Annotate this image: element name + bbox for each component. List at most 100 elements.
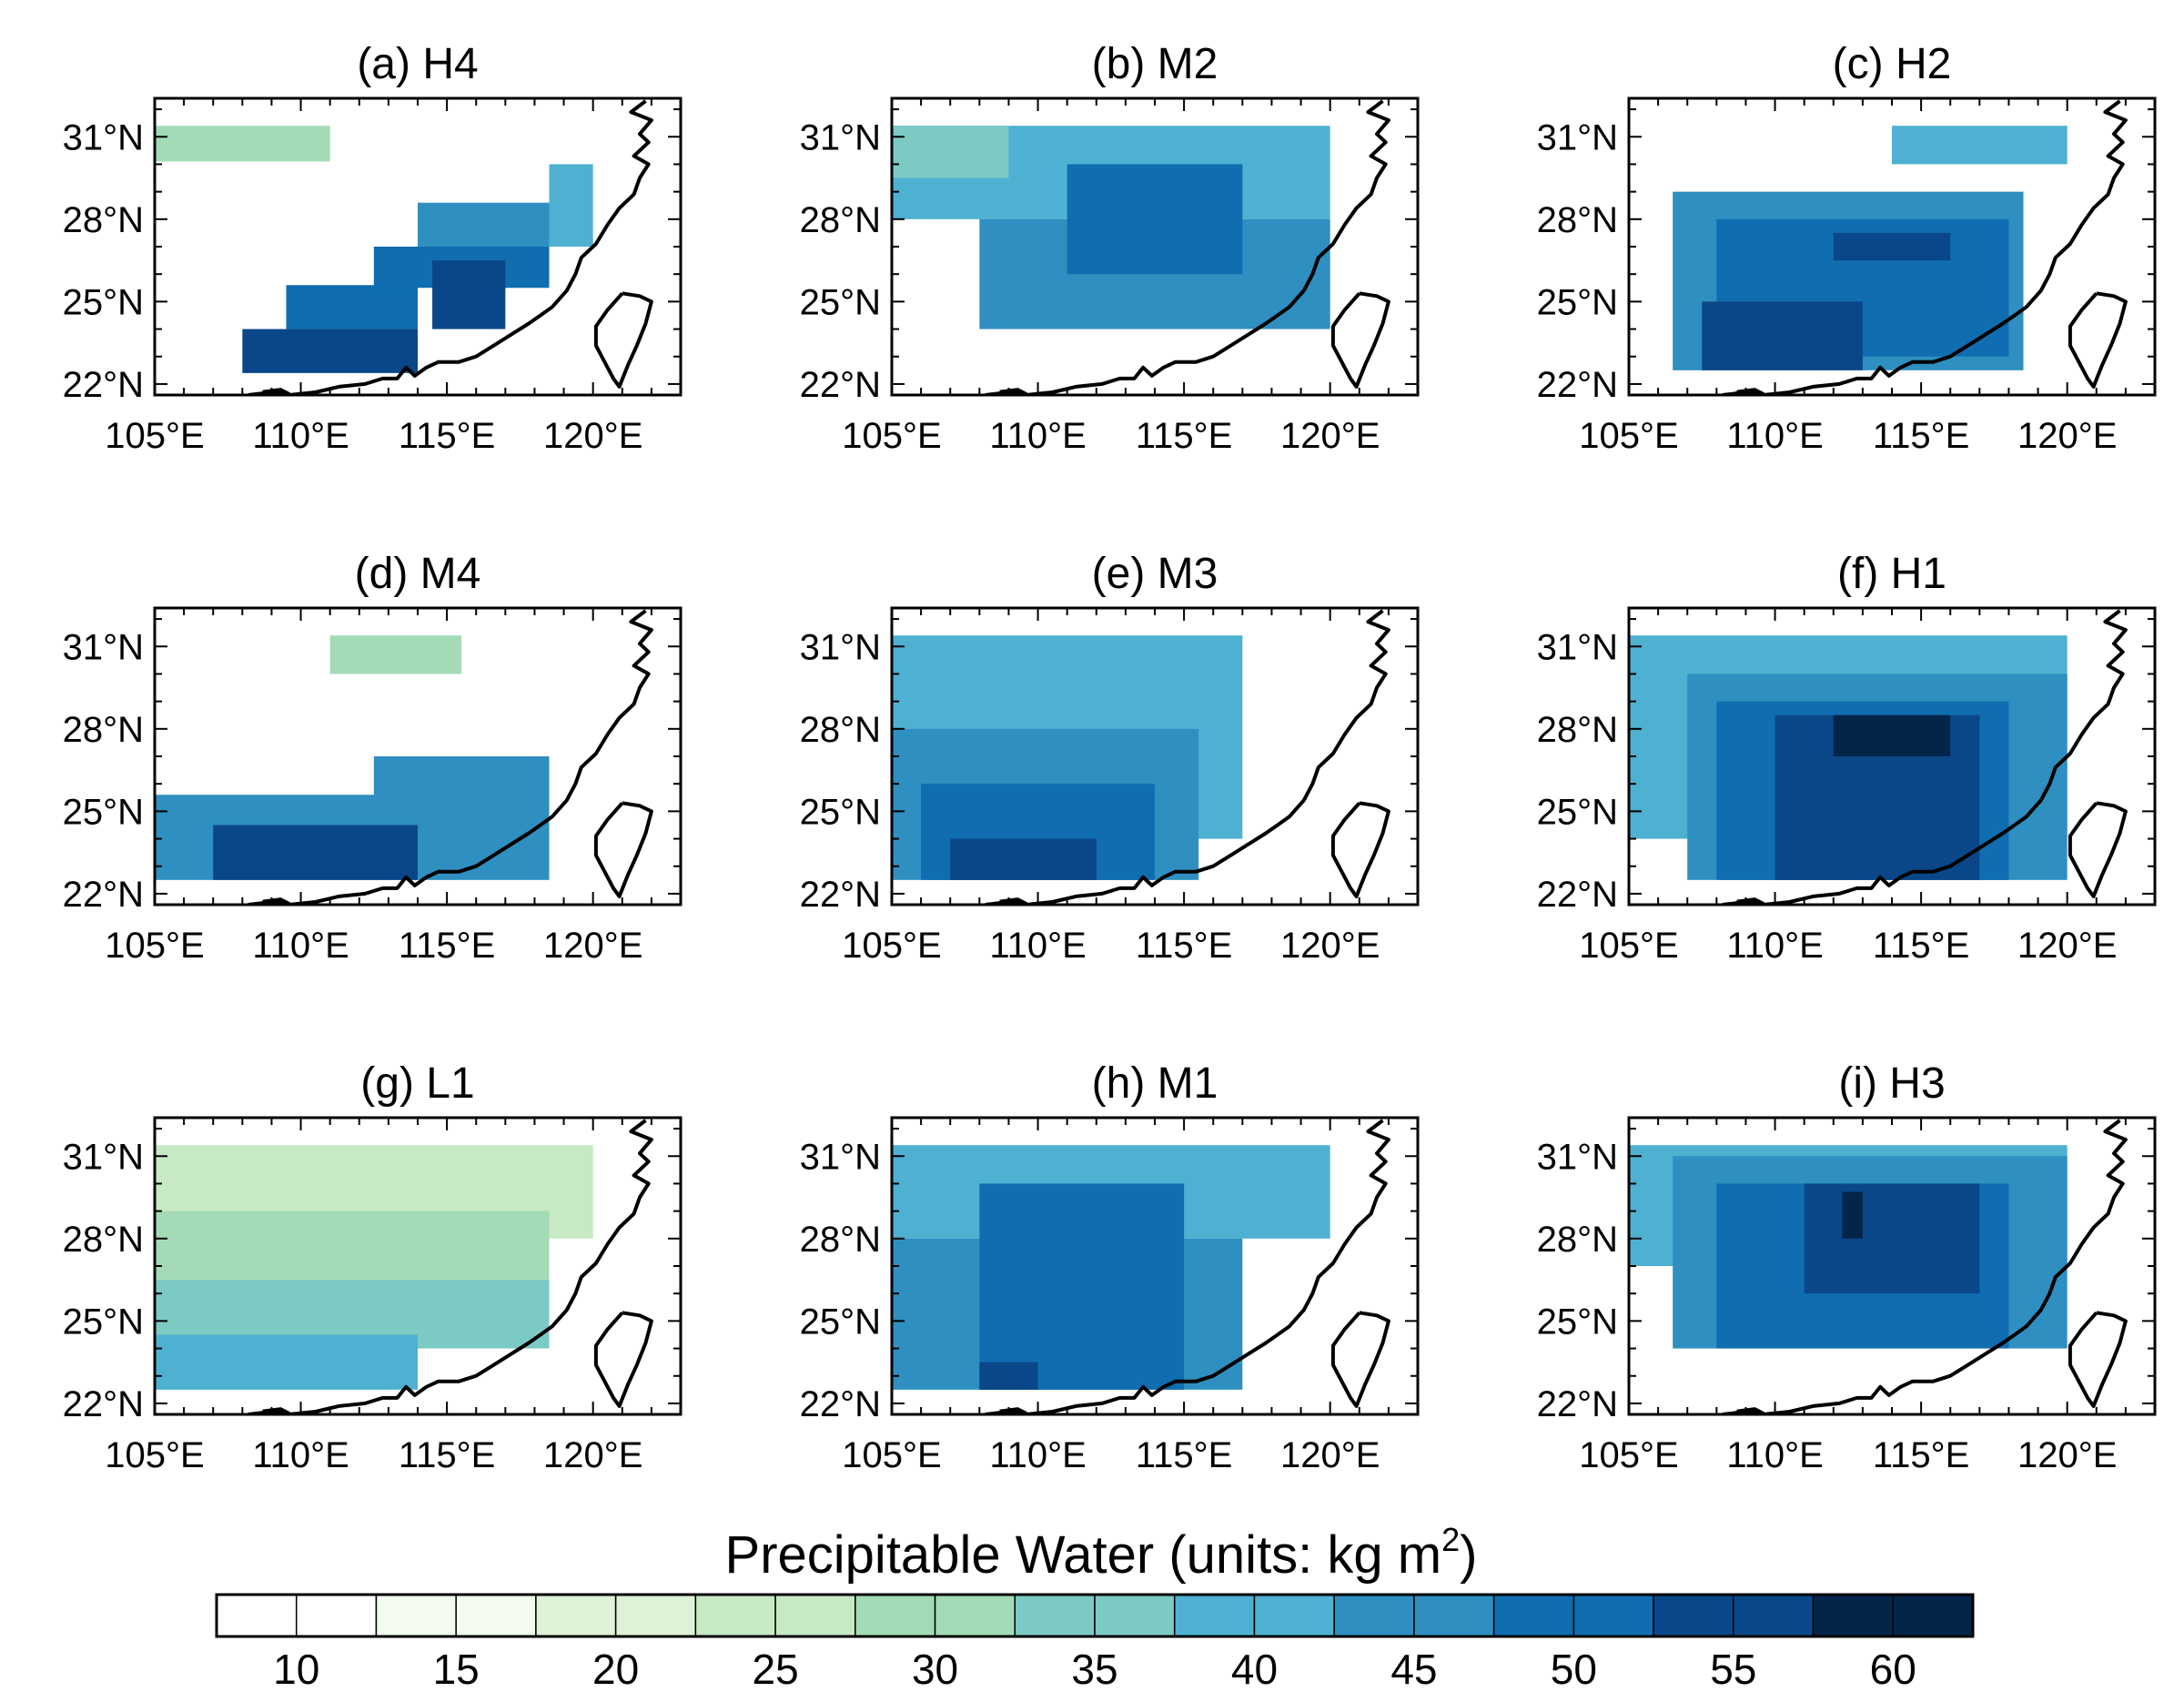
panel-title: (b) M2 bbox=[1092, 40, 1218, 88]
lat-tick-label: 28°N bbox=[800, 1220, 881, 1260]
shading-layer bbox=[892, 99, 1390, 395]
colorbar-swatch bbox=[1333, 1594, 1415, 1637]
pw-shaded-region bbox=[155, 126, 330, 162]
lon-tick-label: 115°E bbox=[1136, 1435, 1232, 1475]
map-panel: (f) H1 105°E 110°E 115°E 120°E 31°N 28°N 25°N 22… bbox=[1537, 550, 2157, 966]
lon-tick-label: 110°E bbox=[989, 1435, 1086, 1475]
lat-tick-label: 31°N bbox=[800, 627, 881, 667]
taiwan-coastline bbox=[1330, 801, 1390, 898]
shading-layer bbox=[1629, 609, 2128, 905]
taiwan-coastline bbox=[2068, 291, 2128, 389]
pw-shaded-region bbox=[979, 1362, 1038, 1390]
lon-tick-label: 115°E bbox=[1136, 416, 1232, 456]
colorbar-swatch bbox=[774, 1594, 856, 1637]
lon-tick-label: 105°E bbox=[105, 926, 204, 966]
colorbar-label: 15 bbox=[433, 1646, 480, 1693]
colorbar-label: 60 bbox=[1870, 1646, 1916, 1693]
pw-shaded-region bbox=[1833, 232, 1951, 261]
axis-ticks bbox=[891, 98, 1419, 395]
lon-tick-label: 110°E bbox=[1726, 926, 1823, 966]
lat-tick-label: 25°N bbox=[63, 792, 144, 832]
pw-shaded-region bbox=[155, 1211, 550, 1294]
lat-tick-label: 22°N bbox=[63, 365, 144, 405]
lon-tick-label: 110°E bbox=[1726, 416, 1823, 456]
lon-tick-label: 105°E bbox=[842, 926, 941, 966]
pw-shaded-region bbox=[329, 635, 462, 674]
lat-tick-label: 22°N bbox=[63, 1384, 144, 1424]
lat-tick-label: 31°N bbox=[1537, 117, 1618, 157]
axis-ticks bbox=[154, 1118, 682, 1414]
colorbar-swatch bbox=[295, 1594, 378, 1637]
lat-tick-label: 22°N bbox=[1537, 365, 1618, 405]
axis-ticks bbox=[154, 608, 682, 905]
colorbar-swatch bbox=[694, 1594, 776, 1637]
colorbar-label: 40 bbox=[1231, 1646, 1278, 1693]
pw-shaded-region bbox=[418, 202, 550, 247]
shading-layer bbox=[1673, 99, 2128, 395]
lat-tick-label: 25°N bbox=[800, 1302, 881, 1342]
lat-tick-label: 28°N bbox=[1537, 1220, 1618, 1260]
colorbar-label: 45 bbox=[1390, 1646, 1437, 1693]
lon-tick-label: 120°E bbox=[2017, 1435, 2117, 1475]
panel-title: (h) M1 bbox=[1092, 1059, 1218, 1108]
lon-tick-label: 105°E bbox=[842, 416, 941, 456]
colorbar-swatch bbox=[1492, 1594, 1575, 1637]
lon-tick-label: 115°E bbox=[399, 416, 495, 456]
colorbar-label: 55 bbox=[1710, 1646, 1756, 1693]
lat-tick-label: 22°N bbox=[63, 875, 144, 915]
lon-tick-label: 105°E bbox=[1579, 416, 1678, 456]
pw-shaded-region bbox=[950, 838, 1097, 880]
colorbar-swatches bbox=[215, 1593, 1975, 1638]
hainan-coast-edge bbox=[1736, 1407, 1765, 1414]
colorbar-swatch bbox=[1014, 1594, 1096, 1637]
axis-ticks bbox=[891, 1118, 1419, 1414]
panel-title: (d) M4 bbox=[355, 550, 481, 598]
lon-tick-label: 110°E bbox=[252, 1435, 349, 1475]
colorbar-swatch bbox=[1413, 1594, 1495, 1637]
pw-shaded-region bbox=[432, 260, 506, 329]
pw-shaded-region bbox=[155, 1334, 418, 1390]
colorbar-label: 25 bbox=[753, 1646, 799, 1693]
lat-tick-label: 22°N bbox=[800, 1384, 881, 1424]
colorbar-swatch bbox=[1892, 1594, 1974, 1637]
lon-tick-label: 105°E bbox=[1579, 1435, 1678, 1475]
coastline bbox=[985, 99, 1390, 395]
colorbar-swatch bbox=[1812, 1594, 1895, 1637]
map-panel: (d) M4 105°E 110°E 115°E 120°E 31°N 28°N 25°N 22… bbox=[63, 550, 682, 966]
coastline bbox=[985, 609, 1390, 905]
lat-tick-label: 31°N bbox=[1537, 627, 1618, 667]
lat-tick-label: 28°N bbox=[63, 200, 144, 240]
panel-title: (i) H3 bbox=[1838, 1059, 1945, 1108]
lon-tick-label: 110°E bbox=[252, 926, 349, 966]
lat-tick-label: 22°N bbox=[1537, 875, 1618, 915]
colorbar-swatch bbox=[375, 1594, 457, 1637]
coastline bbox=[248, 609, 653, 905]
lat-tick-label: 25°N bbox=[1537, 792, 1618, 832]
lon-tick-label: 105°E bbox=[105, 1435, 204, 1475]
taiwan-coastline bbox=[593, 291, 653, 389]
map-panel: (b) M2 105°E 110°E 115°E 120°E 31°N 28°N 25°N 22… bbox=[800, 40, 1420, 456]
lon-tick-label: 115°E bbox=[1873, 926, 1969, 966]
lat-tick-label: 25°N bbox=[63, 1302, 144, 1342]
hainan-coast-edge bbox=[262, 388, 291, 395]
lat-tick-label: 28°N bbox=[63, 710, 144, 750]
pw-shaded-region bbox=[242, 329, 418, 373]
coastline bbox=[1722, 1119, 2128, 1414]
colorbar-swatch bbox=[1653, 1594, 1734, 1637]
coastline bbox=[1722, 609, 2128, 905]
lat-tick-label: 25°N bbox=[800, 792, 881, 832]
lon-tick-label: 110°E bbox=[989, 416, 1086, 456]
lon-tick-label: 105°E bbox=[105, 416, 204, 456]
lat-tick-label: 28°N bbox=[1537, 200, 1618, 240]
lat-tick-label: 28°N bbox=[1537, 710, 1618, 750]
lon-tick-label: 115°E bbox=[1873, 1435, 1969, 1475]
lat-tick-label: 31°N bbox=[63, 117, 144, 157]
taiwan-coastline bbox=[1330, 291, 1390, 389]
lon-tick-label: 115°E bbox=[1873, 416, 1969, 456]
lat-tick-label: 31°N bbox=[800, 117, 881, 157]
colorbar-swatch bbox=[1733, 1594, 1815, 1637]
map-panel: (h) M1 105°E 110°E 115°E 120°E 31°N 28°N 25°N 22… bbox=[800, 1059, 1420, 1475]
lon-tick-label: 110°E bbox=[989, 926, 1086, 966]
hainan-coast-edge bbox=[262, 897, 291, 905]
